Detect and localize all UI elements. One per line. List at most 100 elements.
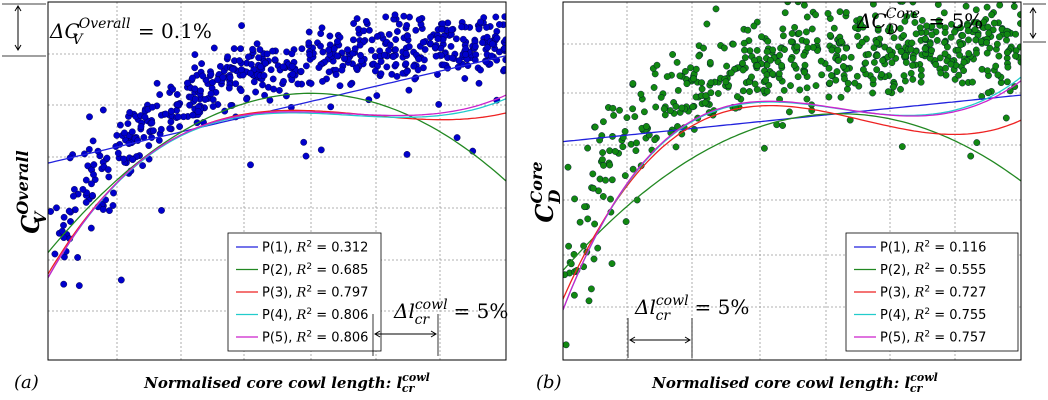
data-point [847,53,855,61]
data-point [349,36,357,44]
data-point [988,11,995,19]
data-point [392,36,400,43]
data-point [438,25,446,33]
data-point [207,70,215,78]
data-point [763,87,771,95]
data-point [609,104,617,112]
data-point [419,38,427,46]
data-point [70,192,77,200]
data-point [703,20,711,28]
data-point [857,20,864,28]
data-point [157,125,165,133]
data-point [167,118,175,126]
data-point [365,26,373,34]
data-point [888,51,895,59]
data-point [224,53,232,61]
data-point [298,45,306,53]
data-point [921,35,929,43]
data-point [492,13,500,21]
data-point [405,43,413,50]
data-point [589,184,597,192]
data-point [79,185,87,193]
data-point [896,25,904,32]
data-point [71,185,78,193]
data-point [739,66,747,74]
data-point [673,59,681,66]
data-point [844,79,852,87]
data-point [246,69,254,77]
data-point [794,2,802,6]
data-point [263,50,271,58]
data-point [189,111,197,119]
data-point [590,255,598,263]
data-point [237,66,245,74]
data-point [483,23,490,31]
data-point [158,206,165,214]
data-point [174,101,182,109]
data-point [813,37,821,44]
data-point [869,89,876,97]
data-point [948,20,955,28]
data-point [461,75,469,82]
data-point [801,61,809,69]
data-point [900,72,908,80]
data-point [750,22,758,30]
arrow-head [629,336,636,344]
data-point [67,218,74,225]
data-point [852,24,859,31]
fit-line-p2 [48,92,506,254]
data-point [992,62,1000,70]
data-point [599,193,607,200]
data-point [828,72,835,79]
data-point [955,71,963,79]
data-point [928,31,936,39]
data-point [663,73,671,81]
data-point [145,142,153,150]
data-point [1003,49,1011,56]
legend-entry: P(2), R2 = 0.555 [880,262,986,278]
data-point [340,55,348,63]
arrow-head [374,330,381,338]
data-point [817,57,825,65]
data-point [434,35,442,43]
data-point [936,21,944,29]
data-point [275,87,283,94]
data-point [584,215,592,223]
data-point [994,71,1002,79]
data-point [909,55,917,62]
legend: P(1), R2 = 0.312 P(2), R2 = 0.685 P(3), R2… [227,232,382,352]
data-point [99,106,107,114]
data-point [448,26,455,34]
fit-line-p1 [48,55,506,164]
data-point [198,60,206,67]
data-point [121,129,128,137]
data-point [1004,78,1011,86]
data-point [347,81,354,88]
data-point [908,39,916,47]
data-point [475,25,483,33]
data-point [941,50,949,58]
plot-frame [47,1,507,361]
data-point [916,24,924,32]
data-point [674,87,682,94]
legend-entry: P(1), R2 = 0.312 [262,240,368,256]
data-point [88,180,95,188]
data-point [879,57,886,64]
data-point [207,90,215,98]
data-point [741,46,748,54]
data-point [803,28,810,36]
data-point [255,54,263,62]
data-point [186,101,194,109]
data-point [427,33,434,41]
data-point [956,51,963,59]
data-point [501,66,506,73]
data-point [307,80,315,87]
data-point [933,37,941,44]
data-point [386,41,394,49]
data-point [804,44,812,52]
data-point [377,70,385,78]
data-point [319,78,326,85]
data-point [243,95,250,103]
data-point [65,207,73,215]
data-point [1003,36,1010,44]
